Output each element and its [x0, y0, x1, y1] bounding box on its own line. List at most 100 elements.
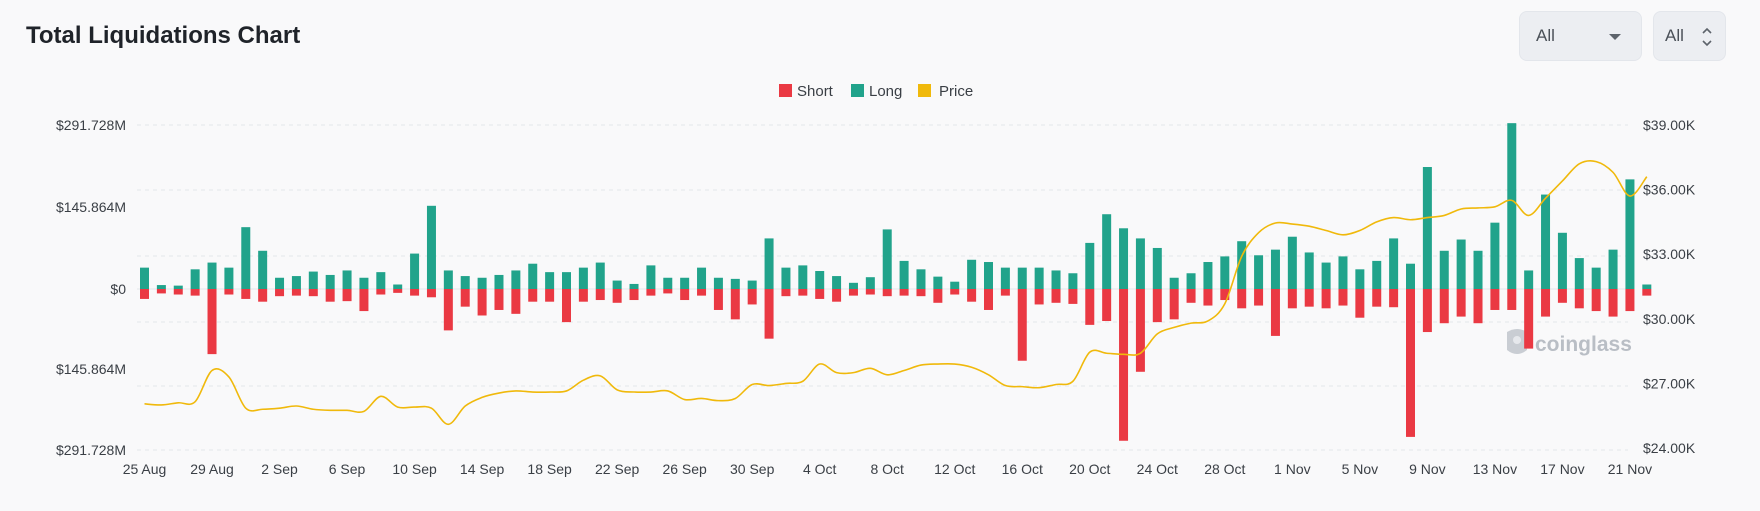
long-bar — [308, 271, 318, 289]
short-bar — [1169, 289, 1179, 320]
long-bar — [1422, 167, 1432, 289]
long-bar — [426, 205, 436, 289]
long-bar — [984, 262, 993, 289]
short-series — [140, 289, 1652, 441]
short-bar — [747, 289, 757, 305]
long-bar — [1119, 228, 1129, 289]
long-bar — [1338, 256, 1348, 289]
short-bar — [764, 289, 774, 339]
short-bar — [1406, 289, 1415, 437]
short-bar — [224, 289, 234, 295]
long-bar — [511, 270, 521, 289]
short-bar — [1574, 289, 1584, 309]
long-bar — [865, 277, 875, 289]
long-bar — [359, 277, 369, 289]
x-axis-tick: 13 Nov — [1473, 461, 1517, 477]
period-select-value: All — [1665, 26, 1684, 45]
long-bar — [1085, 242, 1095, 289]
x-axis-tick: 22 Sep — [595, 461, 640, 477]
short-bar — [140, 289, 149, 299]
short-bar — [410, 289, 420, 296]
long-bar — [697, 267, 707, 289]
short-bar — [1034, 289, 1044, 305]
right-axis-tick: $33.00K — [1643, 246, 1696, 262]
short-bar — [241, 289, 251, 299]
x-axis-tick: 2 Sep — [261, 461, 298, 477]
short-bar — [1591, 289, 1601, 312]
long-bar — [173, 285, 183, 289]
price-line — [144, 160, 1648, 426]
short-bar — [443, 289, 453, 331]
short-bar — [291, 289, 301, 296]
short-bar — [815, 289, 825, 299]
short-bar — [967, 289, 977, 302]
short-bar — [562, 289, 571, 323]
short-bar — [798, 289, 808, 296]
short-bar — [1102, 289, 1112, 322]
x-axis-tick: 12 Oct — [934, 461, 975, 477]
long-bar — [1169, 277, 1179, 289]
long-bar — [798, 265, 808, 289]
long-bar — [781, 267, 791, 289]
right-axis-tick: $30.00K — [1643, 311, 1696, 327]
right-axis-tick: $27.00K — [1643, 375, 1696, 391]
long-bar — [1203, 262, 1213, 289]
x-axis-tick: 6 Sep — [329, 461, 366, 477]
long-bar — [1237, 241, 1247, 289]
right-axis-tick: $24.00K — [1643, 440, 1696, 456]
long-bar — [1000, 267, 1010, 289]
page-title: Total Liquidations Chart — [26, 22, 301, 49]
period-select[interactable]: All — [1653, 11, 1726, 61]
short-bar — [1524, 289, 1534, 349]
left-axis-tick: $291.728M — [56, 442, 126, 458]
long-bar — [1186, 273, 1196, 289]
long-bar — [477, 277, 487, 289]
x-axis-tick: 18 Sep — [527, 461, 572, 477]
long-bar — [1254, 255, 1264, 289]
left-axis-tick: $145.864M — [56, 361, 126, 377]
x-axis-tick: 1 Nov — [1274, 461, 1311, 477]
short-bar — [156, 289, 166, 294]
short-bar — [528, 289, 538, 302]
long-bar — [1068, 273, 1078, 289]
short-bar — [1642, 289, 1652, 296]
short-bar — [865, 289, 875, 295]
short-bar — [1000, 289, 1010, 296]
long-bar — [967, 259, 977, 289]
up-down-chevron-icon — [1702, 27, 1712, 47]
long-bar — [882, 229, 892, 289]
long-bar — [1304, 252, 1314, 289]
long-bar — [528, 263, 538, 289]
long-bar — [494, 274, 504, 289]
x-axis-tick: 29 Aug — [190, 461, 234, 477]
long-bar — [443, 270, 453, 289]
long-bar — [1541, 194, 1551, 289]
long-bar — [764, 238, 774, 289]
long-bar — [156, 285, 166, 289]
long-bar — [933, 276, 943, 289]
x-axis-tick: 21 Nov — [1608, 461, 1652, 477]
long-bar — [1524, 270, 1534, 289]
long-bar — [1355, 269, 1365, 289]
short-bar — [629, 289, 639, 301]
long-bar — [376, 272, 386, 289]
short-bar — [545, 289, 555, 302]
short-bar — [376, 289, 386, 295]
short-bar — [1051, 289, 1061, 303]
range-select[interactable]: All — [1519, 11, 1642, 61]
short-bar — [950, 289, 960, 295]
long-bar — [815, 271, 825, 289]
long-series — [140, 123, 1652, 290]
short-bar — [1270, 289, 1280, 336]
short-bar — [308, 289, 318, 297]
short-bar — [1287, 289, 1297, 309]
watermark-text: coinglass — [1535, 333, 1632, 356]
short-bar — [578, 289, 588, 302]
long-bar — [713, 277, 723, 289]
short-bar — [1507, 289, 1517, 310]
short-bar — [207, 289, 217, 355]
x-axis: 25 Aug 29 Aug 2 Sep 6 Sep 10 Sep 14 Sep 18 Sep… — [123, 461, 1652, 477]
long-bar — [325, 274, 335, 289]
left-axis-tick: $145.864M — [56, 199, 126, 215]
short-bar — [1439, 289, 1449, 324]
